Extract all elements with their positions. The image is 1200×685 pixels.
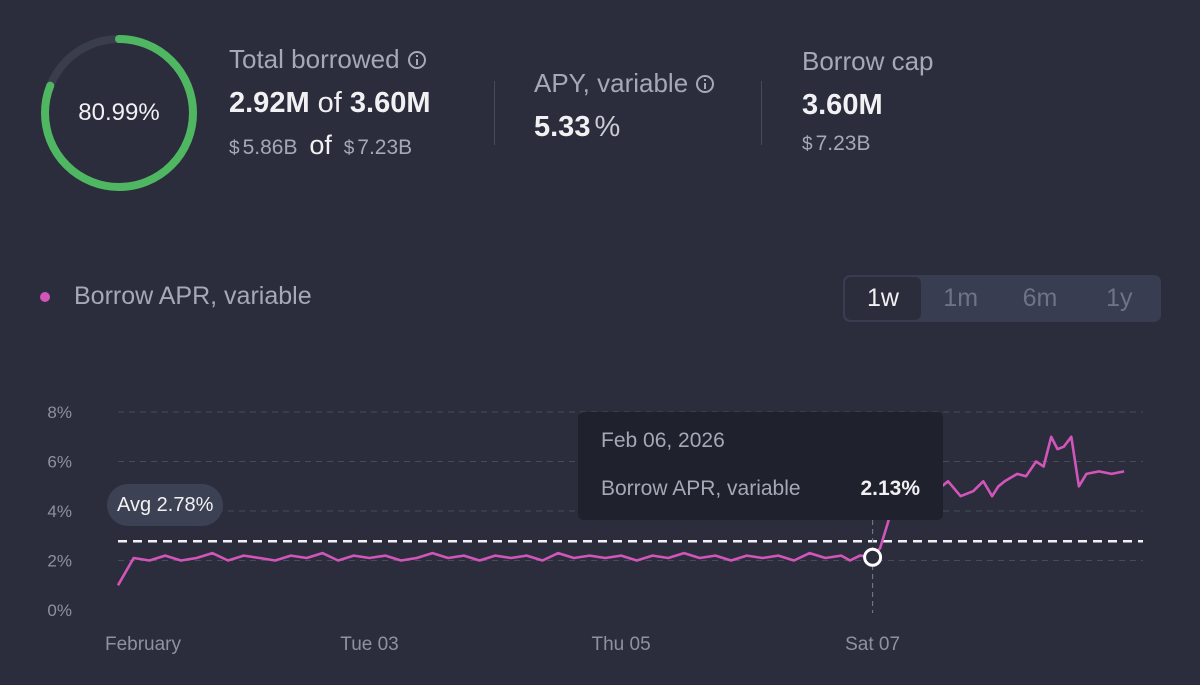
apr-chart: 0% 2% 4% 6% 8% February Tue 03 Thu 05 Sat 07 (0, 380, 1200, 685)
range-tab-1y[interactable]: 1y (1106, 284, 1133, 312)
tooltip-date: Feb 06, 2026 (601, 429, 725, 452)
stat-divider (494, 81, 495, 145)
marker-layer (863, 547, 883, 567)
y-tick-label: 8% (47, 403, 72, 422)
of-word: of (317, 87, 342, 119)
y-tick-label: 6% (47, 453, 72, 472)
x-tick-label: Sat 07 (845, 634, 900, 655)
y-tick-label: 2% (47, 552, 72, 571)
utilization-ring (41, 35, 197, 191)
x-tick-label: Tue 03 (340, 634, 398, 655)
y-tick-label: 0% (47, 601, 72, 620)
apr-chart-svg: 0% 2% 4% 6% 8% February Tue 03 Thu 05 Sat 07 (47, 403, 1143, 655)
grid-layer (118, 411, 1143, 561)
apy-title-row: APY, variable (534, 68, 715, 99)
tooltip-series-label: Borrow APR, variable (601, 477, 801, 500)
x-axis: February Tue 03 Thu 05 Sat 07 (105, 634, 900, 655)
x-tick-label: Thu 05 (591, 634, 650, 655)
total-borrowed-amount: 2.92M (229, 87, 310, 119)
tooltip-row: Borrow APR, variable 2.13% (601, 477, 920, 501)
borrow-cap-value: 3.60M (802, 89, 883, 121)
series-layer (116, 435, 1125, 586)
total-borrowed-stat: Total borrowed 2.92M of 3.60M $5.86B of … (229, 44, 431, 161)
info-icon[interactable] (696, 74, 715, 93)
y-axis: 0% 2% 4% 6% 8% (47, 403, 72, 620)
apy-stat: APY, variable 5.33% (534, 68, 715, 144)
apy-unit: % (594, 111, 621, 143)
total-borrowed-title-row: Total borrowed (229, 44, 431, 75)
total-borrowed-usd: 5.86B (242, 136, 298, 159)
gauge-fill (41, 35, 197, 191)
borrow-cap-usd: 7.23B (357, 136, 413, 159)
borrow-cap-usd-row: $7.23B (802, 132, 934, 156)
apy-value: 5.33 (534, 111, 591, 143)
y-tick-label: 4% (47, 502, 72, 521)
range-tab-1w[interactable]: 1w (845, 277, 921, 320)
borrow-cap-title: Borrow cap (802, 46, 934, 76)
of-word: of (309, 130, 332, 160)
currency-symbol: $ (802, 134, 813, 155)
info-icon[interactable] (407, 50, 426, 69)
utilization-gauge: 80.99% (39, 33, 199, 193)
total-borrowed-amount-row: 2.92M of 3.60M (229, 87, 431, 120)
average-badge: Avg 2.78% (107, 484, 224, 526)
chart-legend: Borrow APR, variable (40, 282, 312, 311)
chart-tooltip: Feb 06, 2026 Borrow APR, variable 2.13% (578, 412, 943, 520)
hover-point (863, 547, 883, 567)
x-tick-label: February (105, 634, 182, 655)
tooltip-value: 2.13% (860, 477, 920, 500)
range-tab-6m[interactable]: 6m (1022, 284, 1058, 312)
currency-symbol: $ (343, 138, 355, 159)
legend-label: Borrow APR, variable (74, 282, 312, 310)
series-dot-icon (40, 291, 50, 302)
time-range-selector: 1w 1m 6m 1y (843, 275, 1161, 322)
currency-symbol: $ (229, 138, 240, 159)
series-line (116, 435, 1125, 586)
borrow-cap-amount: 3.60M (349, 87, 431, 119)
stat-divider (761, 81, 762, 145)
utilization-percent: 80.99% (78, 99, 160, 126)
borrow-cap-usd: 7.23B (815, 132, 871, 155)
apy-title: APY, variable (534, 68, 689, 98)
apy-value-row: 5.33% (534, 111, 714, 144)
total-borrowed-usd-row: $5.86B of $7.23B (229, 130, 431, 161)
borrow-cap-stat: Borrow cap 3.60M $7.23B (802, 46, 934, 156)
range-tab-1m[interactable]: 1m (943, 284, 979, 312)
total-borrowed-title: Total borrowed (229, 44, 400, 74)
